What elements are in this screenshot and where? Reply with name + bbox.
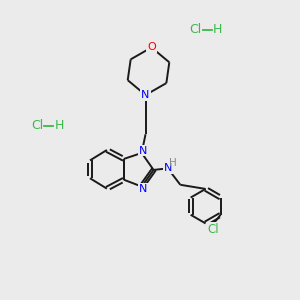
Text: N: N (139, 146, 147, 156)
Text: Cl: Cl (31, 119, 43, 132)
Text: O: O (147, 43, 156, 52)
Text: N: N (141, 90, 150, 100)
Text: Cl: Cl (207, 223, 219, 236)
Text: N: N (164, 164, 172, 173)
Text: N: N (139, 184, 147, 194)
Text: H: H (169, 158, 177, 168)
Text: Cl: Cl (189, 23, 202, 36)
Text: H: H (213, 23, 222, 36)
Text: H: H (54, 119, 64, 132)
